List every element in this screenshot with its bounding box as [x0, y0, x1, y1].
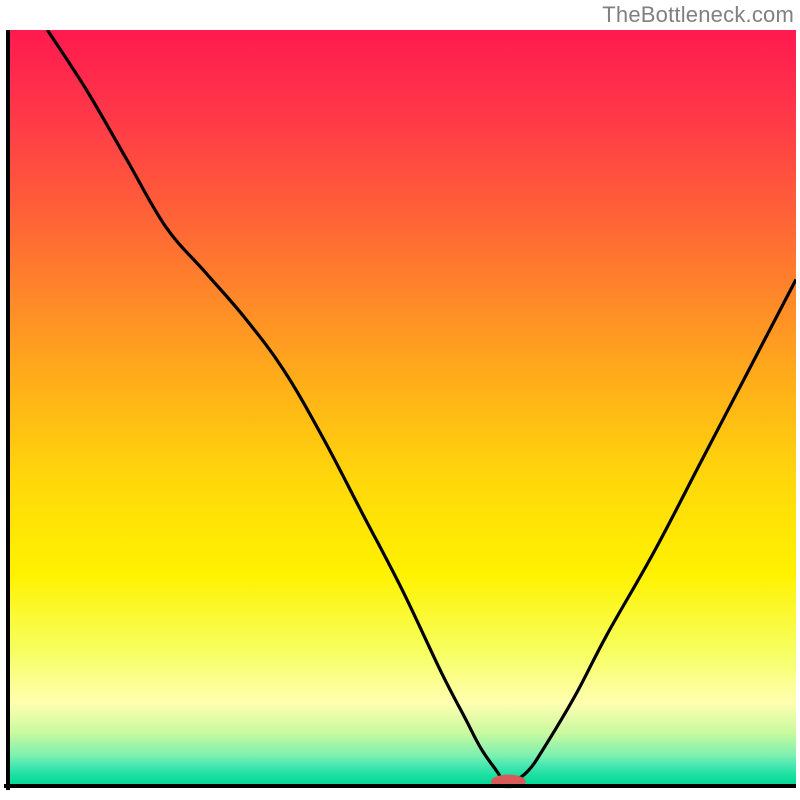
watermark-text: TheBottleneck.com [602, 2, 794, 28]
bottleneck-chart: TheBottleneck.com [0, 0, 800, 800]
plot-background [8, 30, 796, 786]
chart-svg [0, 0, 800, 800]
